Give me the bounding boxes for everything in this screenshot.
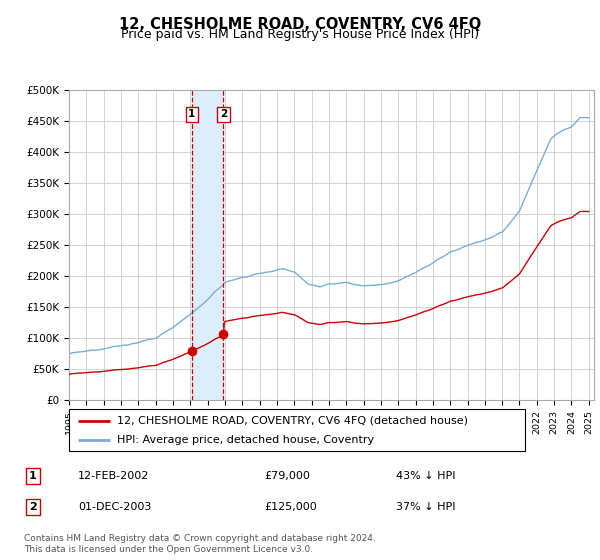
Text: Contains HM Land Registry data © Crown copyright and database right 2024.: Contains HM Land Registry data © Crown c…: [24, 534, 376, 543]
Text: 2: 2: [220, 109, 227, 119]
Text: 12-FEB-2002: 12-FEB-2002: [78, 471, 149, 481]
Text: 12, CHESHOLME ROAD, COVENTRY, CV6 4FQ (detached house): 12, CHESHOLME ROAD, COVENTRY, CV6 4FQ (d…: [117, 416, 468, 426]
Text: 12, CHESHOLME ROAD, COVENTRY, CV6 4FQ: 12, CHESHOLME ROAD, COVENTRY, CV6 4FQ: [119, 17, 481, 32]
Bar: [192, 90, 223, 400]
Text: HPI: Average price, detached house, Coventry: HPI: Average price, detached house, Cove…: [117, 435, 374, 445]
Text: 43% ↓ HPI: 43% ↓ HPI: [396, 471, 455, 481]
Text: £125,000: £125,000: [264, 502, 317, 512]
Text: 1: 1: [188, 109, 196, 119]
Text: 2: 2: [29, 502, 37, 512]
Text: Price paid vs. HM Land Registry's House Price Index (HPI): Price paid vs. HM Land Registry's House …: [121, 28, 479, 41]
Text: 01-DEC-2003: 01-DEC-2003: [78, 502, 151, 512]
Text: 37% ↓ HPI: 37% ↓ HPI: [396, 502, 455, 512]
FancyBboxPatch shape: [69, 409, 525, 451]
Text: This data is licensed under the Open Government Licence v3.0.: This data is licensed under the Open Gov…: [24, 545, 313, 554]
Text: 1: 1: [29, 471, 37, 481]
Text: £79,000: £79,000: [264, 471, 310, 481]
